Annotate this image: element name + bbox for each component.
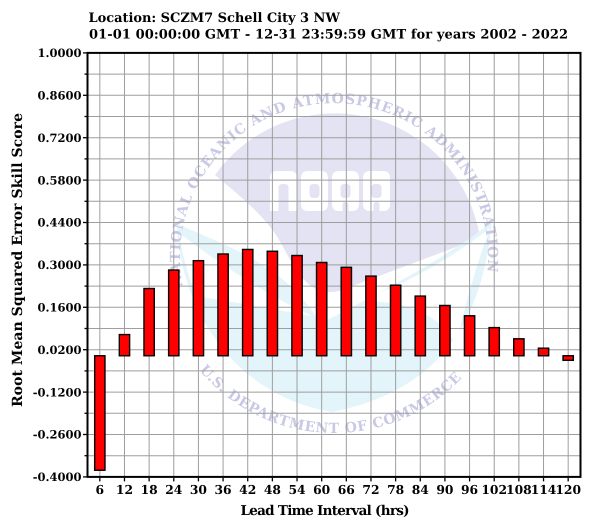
bar bbox=[143, 287, 155, 357]
x-tick-label: 120 bbox=[555, 482, 581, 497]
noaa-emblem-dome bbox=[215, 113, 480, 292]
gull-notch-left bbox=[179, 233, 312, 316]
chart-title-line2: 01-01 00:00:00 GMT - 12-31 23:59:59 GMT … bbox=[89, 28, 568, 43]
bar bbox=[217, 253, 229, 357]
bar bbox=[340, 266, 353, 357]
y-tick-label: 0.0200 bbox=[37, 343, 81, 357]
bar bbox=[389, 284, 402, 357]
y-tick-label: 0.1600 bbox=[37, 301, 81, 315]
x-tick-label: 90 bbox=[436, 482, 453, 497]
bar bbox=[291, 254, 303, 357]
bar bbox=[167, 269, 180, 357]
x-tick-label: 54 bbox=[288, 482, 306, 497]
x-tick-label: 42 bbox=[239, 482, 256, 497]
tick-labels: 1.0000 0.8600 0.7200 0.5800 0.4400 0.3000 0.16… bbox=[33, 46, 581, 497]
noaa-emblem-letters bbox=[270, 171, 390, 211]
axes bbox=[86, 51, 582, 478]
bar bbox=[118, 333, 131, 357]
x-tick-label: 6 bbox=[96, 482, 105, 497]
x-tick-label: 66 bbox=[338, 482, 355, 497]
bar bbox=[266, 250, 279, 357]
plot-border bbox=[86, 51, 582, 478]
bar bbox=[439, 304, 451, 357]
x-tick-label: 60 bbox=[313, 482, 330, 497]
bar bbox=[513, 338, 525, 357]
y-axis-title: Root Mean Squared Error Skill Score bbox=[10, 113, 26, 407]
y-tick-label: -0.4000 bbox=[33, 470, 82, 484]
y-tick-label: 1.0000 bbox=[37, 46, 81, 60]
tick-marks bbox=[83, 52, 569, 482]
x-tick-label: 84 bbox=[412, 482, 430, 497]
x-tick-label: 72 bbox=[362, 482, 379, 497]
bar bbox=[463, 315, 476, 357]
x-tick-label: 102 bbox=[481, 482, 507, 497]
bars bbox=[93, 248, 575, 471]
bar bbox=[192, 259, 205, 357]
bar bbox=[414, 295, 427, 357]
x-tick-label: 114 bbox=[531, 482, 557, 497]
bar bbox=[93, 355, 106, 471]
x-tick-label: 78 bbox=[387, 482, 404, 497]
grid-lines bbox=[87, 52, 581, 477]
x-axis-title: Lead Time Interval (hrs) bbox=[241, 503, 410, 519]
x-tick-label: 18 bbox=[141, 482, 158, 497]
noaa-emblem-seagull-sea bbox=[177, 222, 492, 412]
x-tick-label: 108 bbox=[506, 482, 532, 497]
bar bbox=[488, 326, 501, 357]
y-tick-label: 0.5800 bbox=[37, 173, 81, 187]
x-tick-label: 36 bbox=[215, 482, 232, 497]
bar bbox=[241, 248, 254, 357]
bar bbox=[315, 261, 328, 357]
bar bbox=[537, 347, 550, 357]
bar bbox=[365, 275, 377, 357]
x-tick-label: 12 bbox=[116, 482, 133, 497]
y-tick-label: -0.2600 bbox=[33, 428, 82, 442]
y-tick-label: 0.3000 bbox=[37, 258, 81, 272]
x-tick-label: 48 bbox=[264, 482, 281, 497]
x-tick-label: 96 bbox=[461, 482, 478, 497]
bar bbox=[562, 355, 575, 362]
y-tick-label: -0.1200 bbox=[33, 385, 82, 399]
chart-title-line1: Location: SCZM7 Schell City 3 NW bbox=[89, 11, 341, 26]
y-tick-label: 0.8600 bbox=[37, 89, 81, 103]
y-tick-label: 0.7200 bbox=[37, 131, 81, 145]
x-tick-label: 30 bbox=[190, 482, 207, 497]
x-tick-label: 24 bbox=[165, 482, 183, 497]
y-tick-label: 0.4400 bbox=[37, 216, 81, 230]
